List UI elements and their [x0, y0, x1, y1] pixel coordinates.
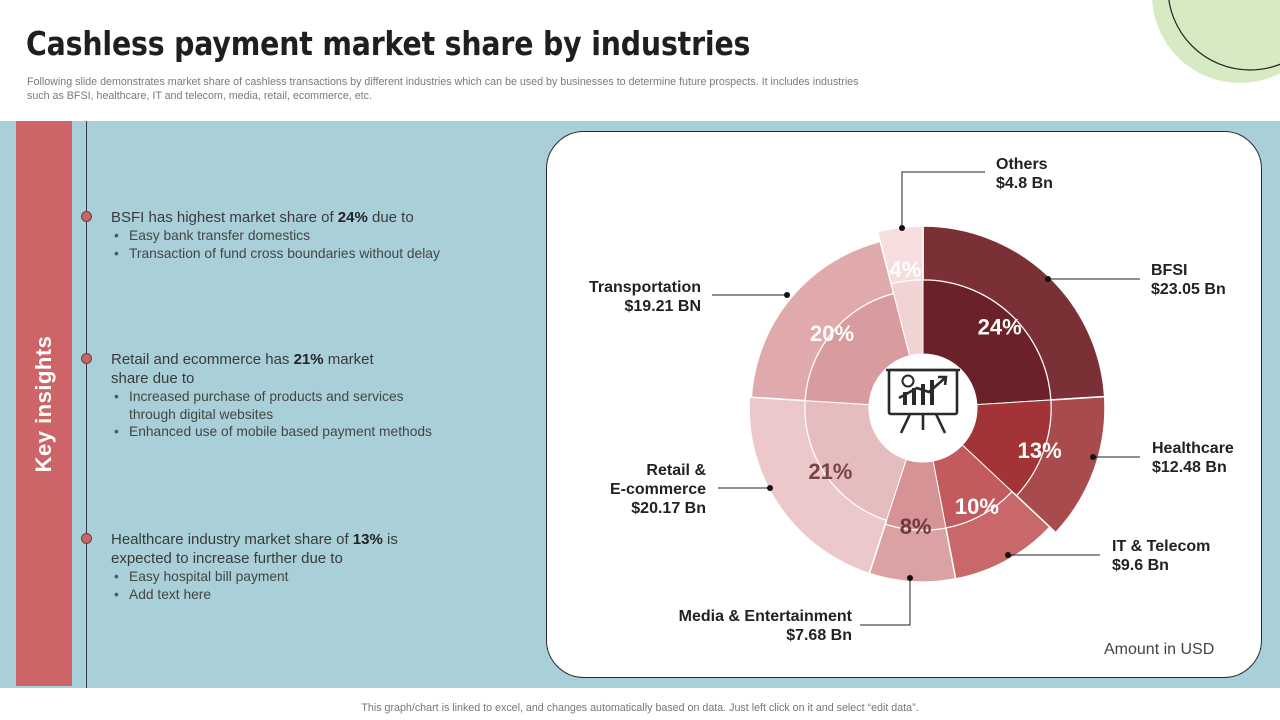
category-label: E-commerce	[610, 481, 706, 498]
subtitle-line: such as BFSI, healthcare, IT and telecom…	[27, 90, 372, 102]
amount-label: $19.21 BN	[625, 298, 702, 315]
amount-label: $4.8 Bn	[996, 175, 1053, 192]
pct-label: 13%	[1018, 438, 1062, 463]
unit-note: Amount in USD	[1104, 641, 1215, 658]
category-label: Healthcare	[1152, 440, 1234, 457]
category-label: Others	[996, 156, 1048, 173]
pct-label: 21%	[808, 459, 852, 484]
leader-dot	[899, 225, 905, 231]
footer-note: This graph/chart is linked to excel, and…	[361, 702, 919, 714]
insight-bullet: Add text here	[111, 586, 441, 604]
amount-label: $9.6 Bn	[1112, 557, 1169, 574]
insight-bullets: Easy bank transfer domestics Transaction…	[111, 227, 531, 262]
insight-bullet: Easy hospital bill payment	[111, 568, 441, 586]
category-label: Transportation	[589, 279, 701, 296]
insight-bfsi: BSFI has highest market share of 24% due…	[111, 208, 531, 262]
page-title: Cashless payment market share by industr…	[26, 24, 751, 63]
insight-bullet: Increased purchase of products and servi…	[111, 388, 441, 423]
insight-bullet: Enhanced use of mobile based payment met…	[111, 423, 471, 441]
insight-bullet: Transaction of fund cross boundaries wit…	[111, 245, 531, 263]
insight-healthcare: Healthcare industry market share of 13% …	[111, 530, 441, 603]
subtitle-line: Following slide demonstrates market shar…	[27, 76, 859, 88]
timeline-dot	[81, 211, 92, 222]
insight-bullet: Easy bank transfer domestics	[111, 227, 531, 245]
presentation-chart-icon	[886, 368, 960, 434]
pct-label: 20%	[810, 321, 854, 346]
pct-label: 8%	[900, 514, 932, 539]
category-label: Retail &	[646, 462, 706, 479]
pct-label: 4%	[890, 257, 922, 282]
corner-decoration	[1152, 0, 1280, 83]
amount-label: $20.17 Bn	[631, 500, 706, 517]
insight-retail: Retail and ecommerce has 21% market shar…	[111, 350, 432, 441]
leader-line	[901, 171, 985, 228]
key-insights-bar	[16, 121, 72, 686]
pct-label: 10%	[955, 494, 999, 519]
category-label: BFSI	[1151, 262, 1187, 279]
insight-heading: Healthcare industry market share of 13% …	[111, 531, 398, 567]
leader-dot	[784, 292, 790, 298]
insight-bullets: Increased purchase of products and servi…	[111, 388, 471, 441]
amount-label: $12.48 Bn	[1152, 459, 1227, 476]
pct-label: 24%	[978, 314, 1022, 339]
leader-dot	[1090, 454, 1096, 460]
leader-dot	[767, 485, 773, 491]
leader-dot	[1005, 552, 1011, 558]
timeline-line	[86, 121, 87, 688]
insight-heading: BSFI has highest market share of 24% due…	[111, 209, 414, 226]
insight-bullets: Easy hospital bill payment Add text here	[111, 568, 441, 603]
leader-line	[860, 578, 911, 626]
timeline-dot	[81, 533, 92, 544]
category-label: Media & Entertainment	[679, 608, 853, 625]
insight-heading: Retail and ecommerce has 21% market shar…	[111, 351, 374, 387]
timeline-dot	[81, 353, 92, 364]
category-label: IT & Telecom	[1112, 538, 1210, 555]
page-subtitle: Following slide demonstrates market shar…	[27, 75, 977, 103]
leader-dot	[907, 575, 913, 581]
leader-dot	[1045, 276, 1051, 282]
amount-label: $7.68 Bn	[786, 627, 852, 644]
amount-label: $23.05 Bn	[1151, 281, 1226, 298]
chart-center	[869, 354, 977, 462]
